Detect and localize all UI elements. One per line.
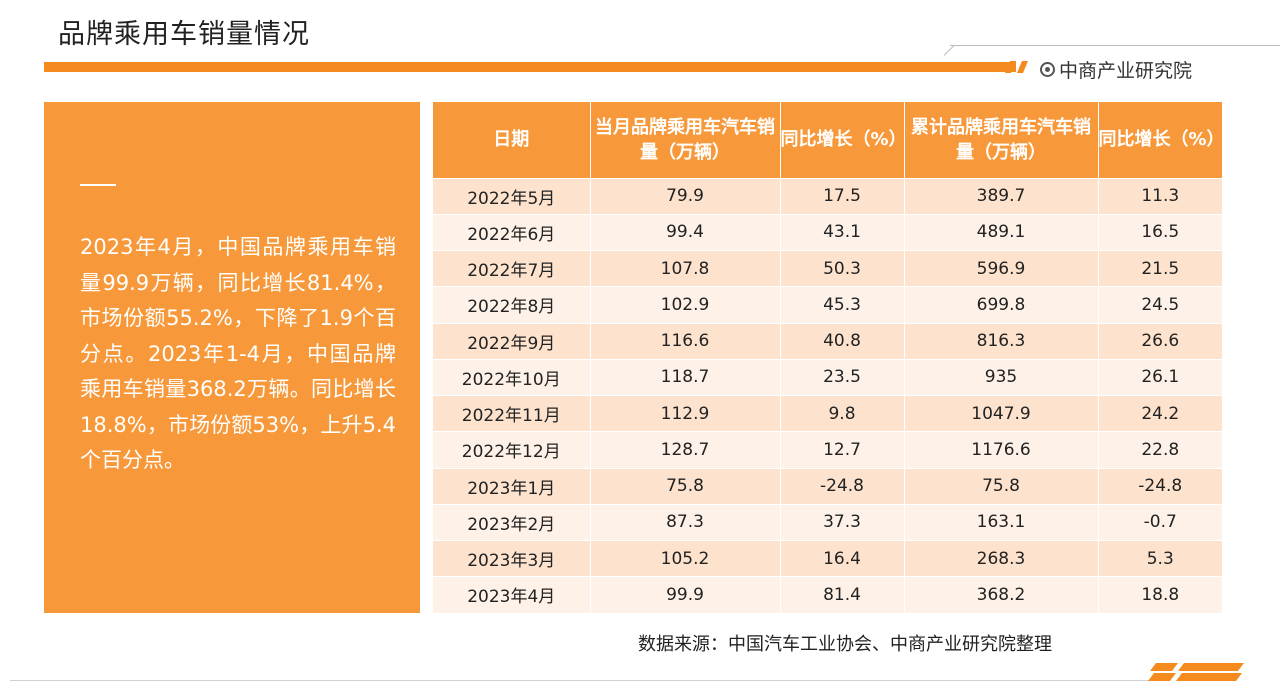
table-cell-cumulative-growth: -24.8	[1098, 468, 1222, 505]
table-cell-cumulative-sales: 935	[904, 359, 1099, 397]
table-cell-cumulative-growth: 11.3	[1098, 178, 1222, 215]
table-cell-monthly-growth: 40.8	[780, 323, 905, 360]
table-row: 2022年10月 118.7 23.5 935 26.1	[433, 359, 1222, 397]
table-cell-cumulative-sales: 163.1	[904, 504, 1099, 542]
column-header-monthly-sales: 当月品牌乘用车汽车销量（万辆）	[590, 102, 781, 179]
table-cell-monthly-growth: 23.5	[780, 359, 905, 397]
table-row: 2022年5月 79.9 17.5 389.7 11.3	[433, 178, 1222, 215]
sales-table: 日期 当月品牌乘用车汽车销量（万辆） 同比增长（%） 累计品牌乘用车汽车销量（万…	[433, 102, 1225, 614]
table-cell-cumulative-growth: 21.5	[1098, 250, 1222, 288]
table-cell-cumulative-growth: 18.8	[1098, 576, 1222, 614]
table-cell-cumulative-sales: 1176.6	[904, 431, 1099, 469]
table-row: 2022年7月 107.8 50.3 596.9 21.5	[433, 250, 1222, 288]
table-row: 2023年4月 99.9 81.4 368.2 18.8	[433, 576, 1222, 614]
table-cell-monthly-sales: 99.9	[590, 576, 781, 614]
table-cell-cumulative-sales: 1047.9	[904, 395, 1099, 433]
table-cell-cumulative-sales: 368.2	[904, 576, 1099, 614]
table-cell-cumulative-sales: 699.8	[904, 286, 1099, 324]
table-row: 2022年9月 116.6 40.8 816.3 26.6	[433, 323, 1222, 360]
column-header-date: 日期	[433, 102, 591, 179]
table-cell-cumulative-growth: 26.1	[1098, 359, 1222, 397]
table-row: 2022年11月 112.9 9.8 1047.9 24.2	[433, 395, 1222, 433]
column-header-cumulative-growth: 同比增长（%）	[1098, 102, 1225, 179]
table-cell-monthly-sales: 105.2	[590, 540, 781, 578]
header-divider-line	[950, 45, 1280, 46]
table-cell-date: 2022年5月	[433, 178, 591, 215]
column-header-cumulative-sales: 累计品牌乘用车汽车销量（万辆）	[904, 102, 1099, 179]
table-cell-date: 2022年11月	[433, 395, 591, 433]
title-accent-bar	[44, 62, 1016, 72]
table-cell-cumulative-growth: -0.7	[1098, 504, 1222, 542]
table-cell-date: 2022年7月	[433, 250, 591, 288]
brand-logo: 中商产业研究院	[1040, 56, 1192, 83]
table-cell-monthly-sales: 112.9	[590, 395, 781, 433]
header-divider-diagonal	[943, 45, 955, 56]
table-cell-monthly-growth: 17.5	[780, 178, 905, 215]
table-row: 2023年1月 75.8 -24.8 75.8 -24.8	[433, 468, 1222, 505]
footer-divider-line	[10, 680, 1150, 681]
table-row: 2023年2月 87.3 37.3 163.1 -0.7	[433, 504, 1222, 542]
table-cell-date: 2023年4月	[433, 576, 591, 614]
table-cell-date: 2022年10月	[433, 359, 591, 397]
table-cell-cumulative-sales: 75.8	[904, 468, 1099, 505]
table-cell-cumulative-sales: 489.1	[904, 214, 1099, 252]
table-cell-date: 2022年6月	[433, 214, 591, 252]
table-cell-date: 2022年12月	[433, 431, 591, 469]
table-cell-monthly-growth: 37.3	[780, 504, 905, 542]
table-cell-monthly-growth: 45.3	[780, 286, 905, 324]
table-cell-monthly-growth: 81.4	[780, 576, 905, 614]
table-cell-monthly-sales: 99.4	[590, 214, 781, 252]
table-cell-monthly-sales: 79.9	[590, 178, 781, 215]
summary-rule	[80, 184, 116, 186]
table-cell-monthly-sales: 118.7	[590, 359, 781, 397]
table-cell-monthly-sales: 128.7	[590, 431, 781, 469]
table-cell-cumulative-sales: 389.7	[904, 178, 1099, 215]
header-stripes-decoration	[1005, 61, 1028, 73]
summary-panel: 2023年4月，中国品牌乘用车销量99.9万辆，同比增长81.4%，市场份额55…	[44, 102, 420, 613]
table-cell-date: 2023年2月	[433, 504, 591, 542]
table-row: 2022年12月 128.7 12.7 1176.6 22.8	[433, 431, 1222, 469]
brand-name: 中商产业研究院	[1059, 60, 1193, 82]
table-cell-cumulative-growth: 22.8	[1098, 431, 1222, 469]
table-cell-cumulative-sales: 596.9	[904, 250, 1099, 288]
table-cell-monthly-growth: 50.3	[780, 250, 905, 288]
table-cell-cumulative-growth: 5.3	[1098, 540, 1222, 578]
table-cell-monthly-sales: 116.6	[590, 323, 781, 360]
table-cell-date: 2022年8月	[433, 286, 591, 324]
table-row: 2022年8月 102.9 45.3 699.8 24.5	[433, 286, 1222, 324]
table-cell-cumulative-sales: 816.3	[904, 323, 1099, 360]
table-row: 2022年6月 99.4 43.1 489.1 16.5	[433, 214, 1222, 252]
table-cell-monthly-growth: -24.8	[780, 468, 905, 505]
table-cell-cumulative-growth: 26.6	[1098, 323, 1222, 360]
table-cell-date: 2023年3月	[433, 540, 591, 578]
table-header-row: 日期 当月品牌乘用车汽车销量（万辆） 同比增长（%） 累计品牌乘用车汽车销量（万…	[433, 102, 1225, 179]
table-cell-monthly-sales: 102.9	[590, 286, 781, 324]
column-header-monthly-growth: 同比增长（%）	[780, 102, 907, 179]
table-cell-monthly-growth: 43.1	[780, 214, 905, 252]
page-title: 品牌乘用车销量情况	[58, 19, 310, 50]
table-cell-date: 2022年9月	[433, 323, 591, 360]
table-cell-monthly-sales: 87.3	[590, 504, 781, 542]
table-cell-monthly-growth: 9.8	[780, 395, 905, 433]
table-cell-monthly-growth: 16.4	[780, 540, 905, 578]
table-cell-monthly-sales: 107.8	[590, 250, 781, 288]
table-cell-cumulative-sales: 268.3	[904, 540, 1099, 578]
summary-text: 2023年4月，中国品牌乘用车销量99.9万辆，同比增长81.4%，市场份额55…	[80, 235, 396, 472]
table-cell-cumulative-growth: 24.5	[1098, 286, 1222, 324]
table-cell-monthly-growth: 12.7	[780, 431, 905, 469]
table-cell-date: 2023年1月	[433, 468, 591, 505]
table-row: 2023年3月 105.2 16.4 268.3 5.3	[433, 540, 1222, 578]
brand-circle-icon	[1040, 62, 1055, 77]
table-cell-cumulative-growth: 16.5	[1098, 214, 1222, 252]
data-source-note: 数据来源：中国汽车工业协会、中商产业研究院整理	[638, 634, 1052, 655]
table-cell-cumulative-growth: 24.2	[1098, 395, 1222, 433]
footer-stripes-decoration	[1148, 663, 1244, 681]
table-cell-monthly-sales: 75.8	[590, 468, 781, 505]
